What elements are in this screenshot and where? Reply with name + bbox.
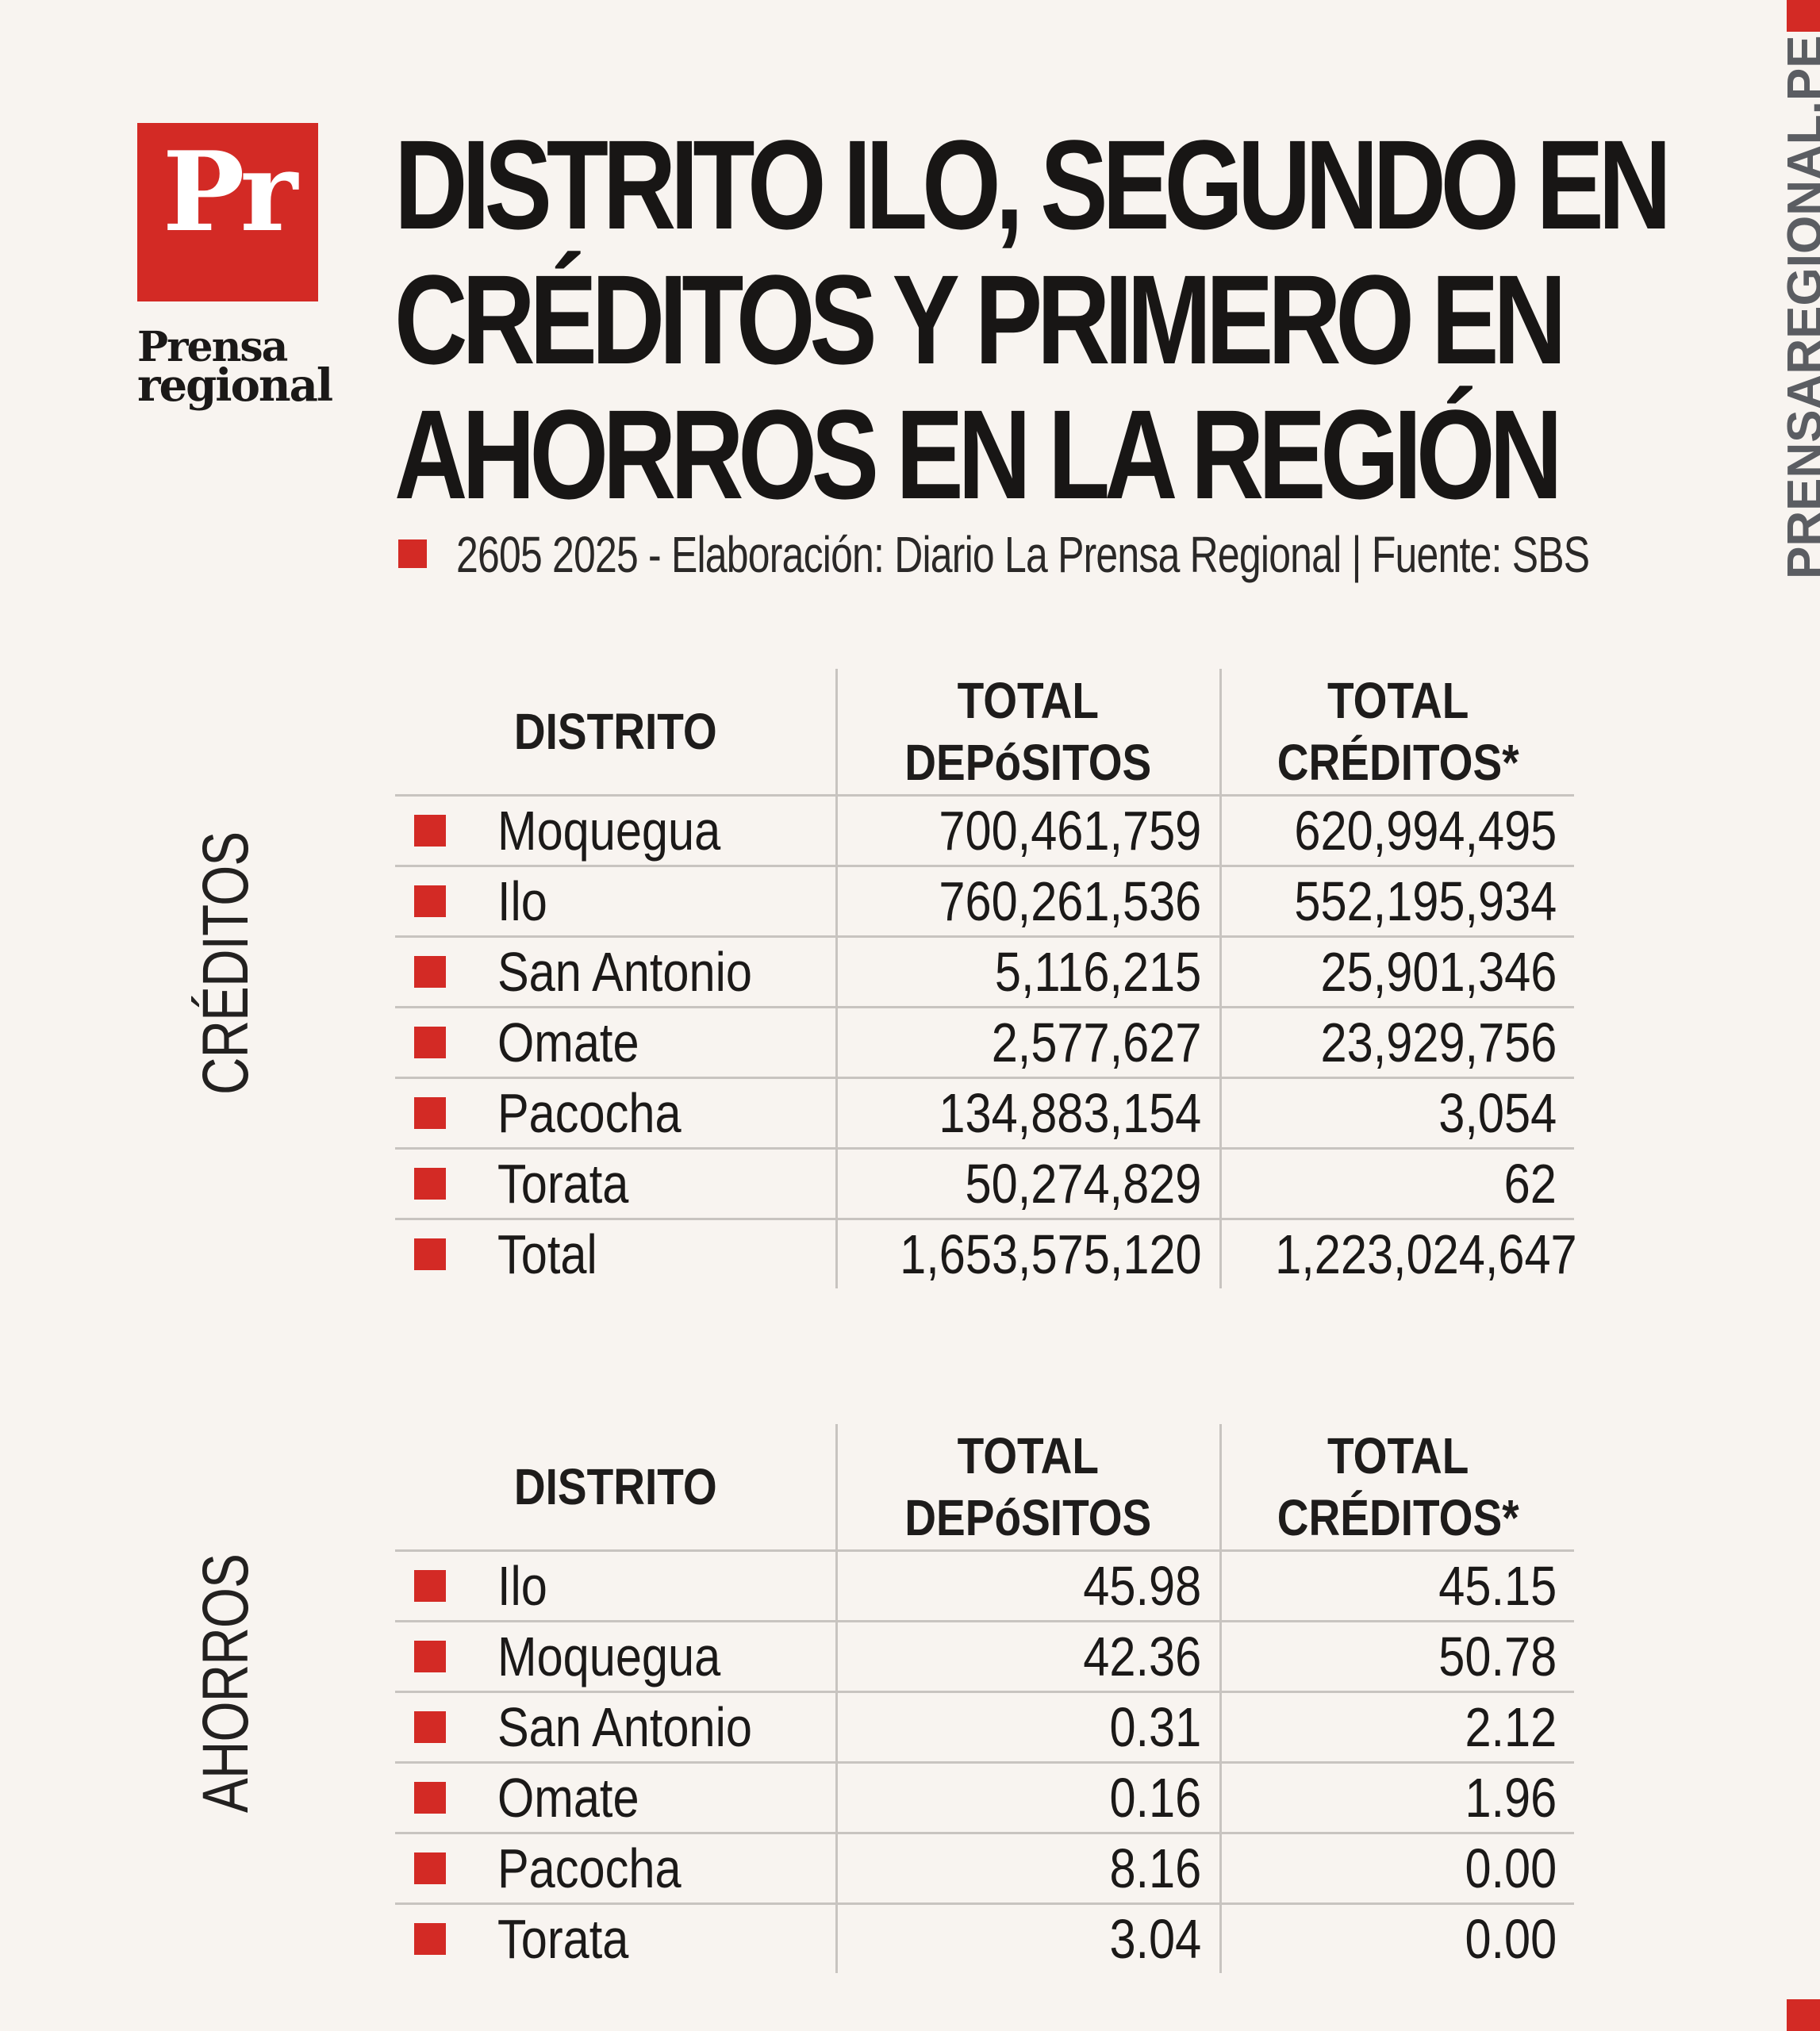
table-row: Ilo 760,261,536 552,195,934 <box>395 866 1574 938</box>
cell-distrito: Omate <box>395 1007 836 1079</box>
row-bullet <box>414 1781 446 1814</box>
cell-distrito: Torata <box>395 1148 836 1220</box>
cell-creditos: 3,054 <box>1219 1077 1574 1150</box>
subtitle-bullet <box>398 539 427 568</box>
headline-line-1: DISTRITO ILO, SEGUNDO EN <box>394 113 1672 255</box>
table-row: Omate 2,577,627 23,929,756 <box>395 1007 1574 1079</box>
cell-creditos: 45.15 <box>1219 1550 1574 1622</box>
cell-depositos: 42.36 <box>835 1621 1220 1693</box>
table-row: San Antonio 5,116,215 25,901,346 <box>395 936 1574 1008</box>
table-row-total: Total 1,653,575,120 1,223,024,647 <box>395 1219 1576 1289</box>
row-bullet <box>414 955 446 988</box>
header-distrito: DISTRITO <box>395 669 836 797</box>
table-row: Torata 3.04 0.00 <box>395 1903 1574 1974</box>
side-url: PRENSAREGIONAL.PE <box>1777 0 1820 579</box>
row-bullet <box>414 1569 446 1602</box>
headline-line-3: AHORROS EN LA REGIÓN <box>394 383 1563 525</box>
header-total-depositos: TOTAL DEPóSITOS <box>835 669 1220 797</box>
cell-creditos: 2.12 <box>1219 1691 1574 1764</box>
cell-creditos: 552,195,934 <box>1219 866 1574 938</box>
table-row: Torata 50,274,829 62 <box>395 1148 1574 1220</box>
table-row: Moquegua 700,461,759 620,994,495 <box>395 795 1574 867</box>
cell-distrito: Ilo <box>395 866 836 938</box>
row-bullet <box>414 1710 446 1743</box>
logo: Pr <box>137 123 318 301</box>
row-bullet <box>414 1096 446 1129</box>
row-bullet <box>414 1026 446 1058</box>
cell-depositos: 2,577,627 <box>835 1007 1220 1079</box>
cell-creditos: 620,994,495 <box>1219 795 1574 867</box>
section-label-creditos-text: CRÉDITOS <box>190 831 262 1095</box>
table-row: San Antonio 0.31 2.12 <box>395 1691 1574 1764</box>
creditos-table: DISTRITO TOTAL DEPóSITOS TOTAL CRÉDITOS* M… <box>395 669 1576 1289</box>
headline-line-2: CRÉDITOS Y PRIMERO EN <box>394 248 1567 390</box>
row-bullet <box>414 885 446 917</box>
cell-creditos: 0.00 <box>1219 1833 1574 1905</box>
header-total-depositos: TOTAL DEPóSITOS <box>835 1424 1220 1552</box>
cell-depositos: 134,883,154 <box>835 1077 1220 1150</box>
table-header-row: DISTRITO TOTAL DEPóSITOS TOTAL CRÉDITOS* <box>395 669 1574 797</box>
row-bullet <box>414 1852 446 1884</box>
cell-creditos: 23,929,756 <box>1219 1007 1574 1079</box>
cell-creditos: 25,901,346 <box>1219 936 1574 1008</box>
cell-distrito: Moquegua <box>395 795 836 867</box>
table-row: Omate 0.16 1.96 <box>395 1762 1574 1834</box>
cell-depositos: 45.98 <box>835 1550 1220 1622</box>
table-row: Moquegua 42.36 50.78 <box>395 1621 1574 1693</box>
cell-depositos: 0.16 <box>835 1762 1220 1834</box>
cell-depositos: 1,653,575,120 <box>835 1219 1220 1288</box>
cell-creditos: 50.78 <box>1219 1621 1574 1693</box>
logo-word-prensa: Prensa <box>137 323 288 371</box>
row-bullet <box>414 1640 446 1672</box>
table-row: Pacocha 134,883,154 3,054 <box>395 1077 1574 1150</box>
cell-depositos: 5,116,215 <box>835 936 1220 1008</box>
cell-distrito: Total <box>395 1219 836 1289</box>
cell-creditos: 1,223,024,647 <box>1219 1219 1576 1288</box>
header-distrito: DISTRITO <box>395 1424 836 1552</box>
cell-distrito: San Antonio <box>395 1691 836 1764</box>
cell-depositos: 760,261,536 <box>835 866 1220 938</box>
cell-depositos: 3.04 <box>835 1903 1220 1973</box>
ahorros-table: DISTRITO TOTAL DEPóSITOS TOTAL CRÉDITOS* I… <box>395 1424 1574 1973</box>
header-total-creditos: TOTAL CRÉDITOS* <box>1219 669 1574 797</box>
cell-distrito: Pacocha <box>395 1833 836 1905</box>
subtitle: 2605 2025 - Elaboración: Diario La Prens… <box>456 526 1590 583</box>
cell-creditos: 0.00 <box>1219 1903 1574 1973</box>
cell-depositos: 700,461,759 <box>835 795 1220 867</box>
section-label-ahorros-text: AHORROS <box>190 1553 262 1813</box>
cell-creditos: 1.96 <box>1219 1762 1574 1834</box>
cell-distrito: Pacocha <box>395 1077 836 1150</box>
cell-depositos: 8.16 <box>835 1833 1220 1905</box>
row-bullet <box>414 1922 446 1955</box>
headline: DISTRITO ILO, SEGUNDO EN CRÉDITOS Y PRIM… <box>394 113 1672 525</box>
logo-word-regional: regional <box>137 359 333 412</box>
table-row: Ilo 45.98 45.15 <box>395 1550 1574 1622</box>
cell-creditos: 62 <box>1219 1148 1574 1220</box>
side-url-text: PRENSAREGIONAL.PE <box>1778 35 1820 579</box>
section-label-creditos: CRÉDITOS <box>189 832 263 1095</box>
row-bullet <box>414 814 446 847</box>
cell-distrito: Ilo <box>395 1550 836 1622</box>
header-total-creditos: TOTAL CRÉDITOS* <box>1219 1424 1574 1552</box>
cell-distrito: Moquegua <box>395 1621 836 1693</box>
logo-mark: Pr <box>162 127 298 256</box>
cell-distrito: Omate <box>395 1762 836 1834</box>
corner-accent-bottom <box>1787 1999 1820 2031</box>
corner-accent-top <box>1787 0 1820 32</box>
row-bullet <box>414 1238 446 1270</box>
cell-distrito: San Antonio <box>395 936 836 1008</box>
table-row: Pacocha 8.16 0.00 <box>395 1833 1574 1905</box>
cell-depositos: 0.31 <box>835 1691 1220 1764</box>
cell-depositos: 50,274,829 <box>835 1148 1220 1220</box>
section-label-ahorros: AHORROS <box>189 1554 263 1813</box>
row-bullet <box>414 1167 446 1200</box>
table-header-row: DISTRITO TOTAL DEPóSITOS TOTAL CRÉDITOS* <box>395 1424 1574 1552</box>
cell-distrito: Torata <box>395 1904 836 1974</box>
